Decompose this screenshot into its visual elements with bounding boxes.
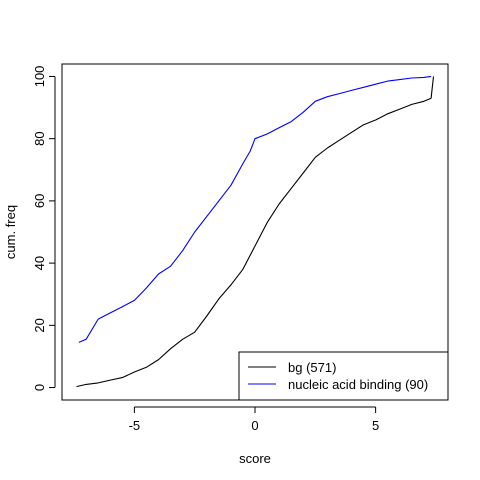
x-tick-label: -5 — [129, 418, 141, 433]
y-tick-label: 60 — [32, 194, 47, 208]
y-tick-label: 20 — [32, 318, 47, 332]
series-line-2 — [78, 75, 432, 343]
legend-label: bg (571) — [288, 360, 336, 375]
legend-label: nucleic acid binding (90) — [288, 377, 428, 392]
legend: bg (571) nucleic acid binding (90) — [238, 351, 449, 401]
legend-box — [238, 351, 449, 401]
series-layer — [76, 75, 435, 388]
plot-frame — [61, 63, 449, 401]
y-tick-label: 80 — [32, 131, 47, 145]
x-tick-label: 0 — [251, 418, 258, 433]
y-tick-label: 0 — [32, 384, 47, 391]
x-tick-label: 5 — [372, 418, 379, 433]
x-axis: -5 0 5 — [129, 406, 379, 433]
y-tick-label: 100 — [32, 66, 47, 88]
y-axis: 0 20 40 60 80 100 — [32, 66, 56, 391]
series-line-1 — [76, 76, 435, 388]
y-axis-title: cum. freq — [3, 205, 18, 259]
x-axis-title: score — [239, 451, 271, 466]
y-tick-label: 40 — [32, 256, 47, 270]
